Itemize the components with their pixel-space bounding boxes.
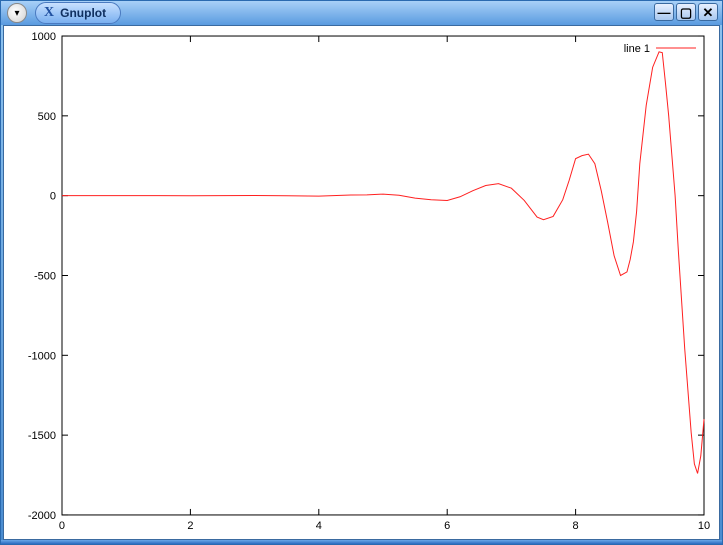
app-icon: X — [44, 5, 54, 21]
title-pill: X Gnuplot — [35, 2, 121, 24]
close-button[interactable]: ✕ — [698, 3, 718, 21]
svg-text:-1000: -1000 — [28, 350, 56, 362]
plot-svg: 0 2 4 6 8 10 -2000 -1500 -1000 -500 0 500 1000 line 1 — [4, 26, 719, 539]
titlebar[interactable]: ▾ X Gnuplot — ▢ ✕ — [1, 1, 722, 25]
svg-text:1000: 1000 — [32, 31, 56, 43]
svg-text:0: 0 — [50, 191, 56, 203]
svg-text:6: 6 — [444, 520, 450, 532]
maximize-button[interactable]: ▢ — [676, 3, 696, 21]
svg-text:4: 4 — [316, 520, 322, 532]
svg-text:line 1: line 1 — [624, 43, 650, 55]
svg-text:8: 8 — [573, 520, 579, 532]
window-menu-button[interactable]: ▾ — [7, 3, 27, 23]
minimize-button[interactable]: — — [654, 3, 674, 21]
svg-text:10: 10 — [698, 520, 710, 532]
svg-text:-2000: -2000 — [28, 510, 56, 522]
plot-canvas: 0 2 4 6 8 10 -2000 -1500 -1000 -500 0 500 1000 line 1 — [3, 25, 720, 540]
window-frame: ▾ X Gnuplot — ▢ ✕ 0 2 4 6 8 10 -2000 -1500 -1000… — [0, 0, 723, 545]
maximize-icon: ▢ — [680, 6, 692, 19]
minimize-icon: — — [658, 6, 671, 19]
window-bottom-border — [1, 540, 722, 544]
svg-text:0: 0 — [59, 520, 65, 532]
svg-text:-1500: -1500 — [28, 430, 56, 442]
svg-text:2: 2 — [187, 520, 193, 532]
window-controls: — ▢ ✕ — [654, 3, 718, 21]
menu-glyph-icon: ▾ — [14, 8, 19, 19]
svg-text:-500: -500 — [34, 270, 56, 282]
svg-text:500: 500 — [38, 111, 56, 123]
window-title: Gnuplot — [60, 6, 106, 20]
close-icon: ✕ — [703, 6, 714, 19]
